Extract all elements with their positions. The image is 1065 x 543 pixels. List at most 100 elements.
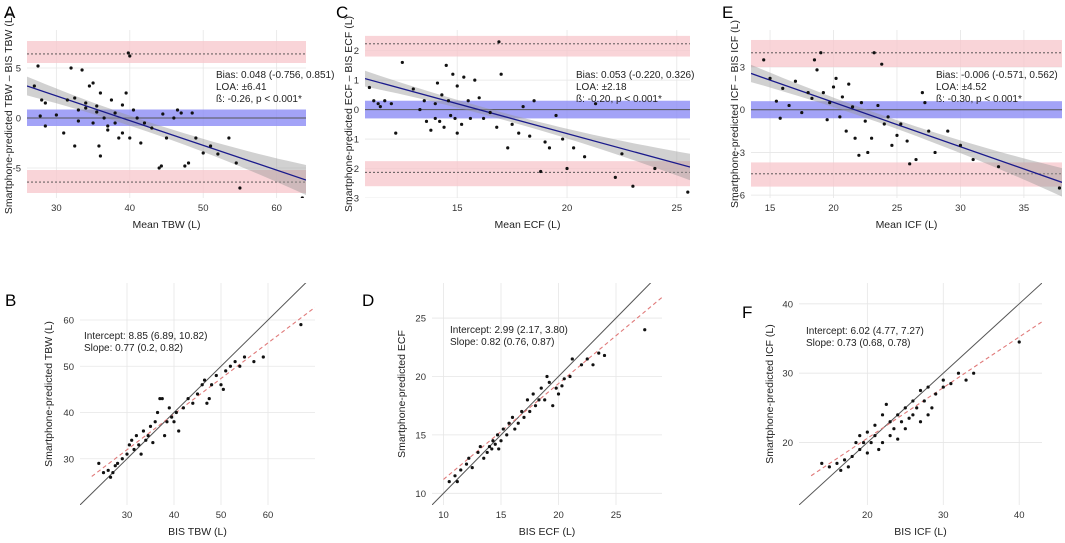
- plot-area: [365, 30, 690, 198]
- data-point: [506, 146, 510, 150]
- data-point: [828, 101, 832, 105]
- data-point: [572, 146, 576, 150]
- x-axis-label: BIS ECF (L): [519, 526, 576, 538]
- data-point: [101, 471, 106, 475]
- data-point: [539, 386, 543, 390]
- data-point: [261, 355, 265, 359]
- data-point: [228, 364, 232, 368]
- data-point: [933, 150, 937, 155]
- data-point: [972, 371, 976, 375]
- panel-letter: F: [742, 303, 752, 322]
- x-tick-label: 15: [452, 203, 463, 214]
- data-point: [964, 378, 968, 382]
- data-point: [376, 102, 380, 106]
- y-tick-label: 25: [415, 314, 426, 325]
- data-point: [135, 116, 139, 120]
- data-point: [497, 40, 501, 44]
- data-point: [131, 108, 136, 112]
- panel-a: 30 40 50 60 -5 0 5 Mean TBW (L) Smartphone-predi…: [3, 3, 334, 231]
- panel-f: 20 30 40 20 30 40 BIS ICF (L) Smartphone-predic…: [742, 283, 1042, 538]
- data-point: [487, 444, 492, 449]
- data-point: [36, 64, 40, 68]
- data-point: [175, 108, 180, 112]
- data-point: [892, 427, 896, 431]
- data-point: [467, 456, 471, 460]
- data-point: [73, 96, 77, 100]
- plot-area: [80, 283, 315, 505]
- data-point: [429, 128, 433, 132]
- data-point: [128, 54, 132, 58]
- data-point: [872, 51, 876, 55]
- data-point: [378, 105, 382, 109]
- data-point: [861, 440, 866, 445]
- data-point: [482, 456, 486, 460]
- data-point: [160, 397, 164, 401]
- data-point: [43, 124, 47, 128]
- data-point: [219, 383, 223, 387]
- data-point: [433, 102, 437, 106]
- data-point: [911, 413, 915, 417]
- y-tick-label: 2: [354, 46, 359, 57]
- data-point: [582, 155, 587, 159]
- data-point: [866, 150, 870, 155]
- data-point: [495, 125, 499, 129]
- data-point: [142, 121, 147, 125]
- data-point: [873, 434, 877, 438]
- data-point: [545, 374, 549, 379]
- y-tick-label: 40: [782, 299, 793, 310]
- annotation-text: ß: -0.20, p < 0.001*: [576, 94, 662, 105]
- panel-letter: D: [362, 291, 374, 310]
- data-point: [899, 420, 904, 424]
- identity-line: [432, 283, 652, 505]
- data-point: [570, 357, 574, 361]
- data-point: [424, 119, 429, 123]
- data-point: [238, 364, 242, 368]
- data-point: [116, 461, 120, 465]
- data-point: [918, 420, 923, 424]
- data-point: [869, 136, 874, 140]
- data-point: [926, 413, 930, 417]
- data-point: [128, 136, 132, 140]
- data-point: [453, 474, 457, 478]
- data-point: [631, 184, 635, 188]
- data-point: [202, 378, 207, 382]
- data-point: [146, 434, 150, 438]
- data-point: [971, 157, 975, 162]
- panel-c: 15 20 25 -3 -2 -1 0 1 2 Mean ECF (L) Smartphone-pr…: [336, 3, 694, 231]
- data-point: [920, 91, 924, 95]
- data-point: [781, 86, 785, 90]
- data-point: [562, 377, 566, 381]
- annotation-text: LOA: ±6.41: [216, 82, 267, 93]
- data-point: [224, 369, 228, 373]
- data-point: [853, 136, 857, 140]
- data-point: [179, 111, 183, 115]
- data-point: [531, 392, 535, 396]
- x-axis-label: BIS TBW (L): [168, 526, 227, 538]
- annotation-text: Slope: 0.73 (0.68, 0.78): [806, 338, 911, 349]
- x-tick-label: 15: [765, 203, 776, 214]
- data-point: [903, 406, 907, 410]
- data-point: [141, 429, 146, 433]
- x-tick-label: 15: [496, 510, 507, 521]
- y-tick-label: -3: [351, 194, 359, 205]
- data-point: [435, 81, 440, 85]
- x-tick-label: 60: [271, 203, 282, 214]
- x-tick-label: 40: [169, 510, 180, 521]
- data-point: [159, 164, 163, 168]
- x-tick-label: 25: [672, 203, 683, 214]
- data-point: [43, 101, 47, 105]
- data-point: [825, 118, 829, 122]
- annotation-text: Bias: -0.006 (-0.571, 0.562): [936, 70, 1058, 81]
- data-point: [896, 413, 900, 417]
- data-point: [477, 96, 481, 100]
- data-point: [505, 433, 509, 437]
- data-point: [208, 144, 213, 148]
- data-point: [38, 114, 42, 118]
- panel-e: 15 20 25 30 35 -6 -3 0 3 Mean ICF (L) Smartphone-p…: [722, 3, 1062, 231]
- annotation-text: LOA: ±4.52: [936, 82, 987, 93]
- plot-area: [751, 30, 1062, 198]
- data-point: [591, 363, 595, 367]
- data-point: [127, 443, 131, 447]
- data-point: [547, 146, 552, 150]
- data-point: [926, 385, 930, 389]
